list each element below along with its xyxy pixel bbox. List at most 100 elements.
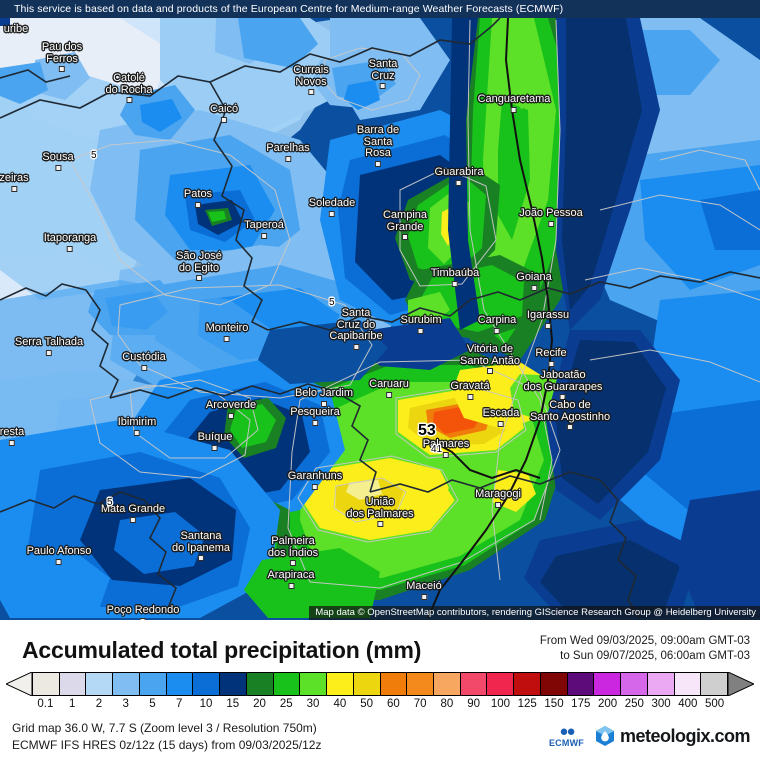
colorbar-overflow-arrow [728, 672, 754, 696]
city-marker-icon [418, 327, 424, 334]
valid-time-range: From Wed 09/03/2025, 09:00am GMT-03 to S… [540, 634, 750, 664]
city-name-text: Soledade [308, 197, 356, 209]
city-marker-icon [11, 185, 17, 192]
city-label: resta [0, 426, 25, 446]
city-marker-icon [194, 201, 201, 208]
city-label: Garanhuns [287, 470, 343, 490]
colorbar-band [220, 673, 247, 695]
city-label: Timbaúba [431, 267, 479, 287]
city-name-text: Pau dos [41, 41, 83, 53]
city-marker-icon [376, 521, 383, 527]
city-name-text: Maceió [406, 580, 442, 592]
city-name-text: Arapiraca [267, 569, 315, 581]
city-name-text: Santo Agostinho [529, 410, 611, 423]
city-label: uribe [4, 23, 28, 36]
city-marker-icon [352, 343, 359, 350]
colorbar-band [327, 673, 354, 695]
city-name-text: Santa [363, 135, 393, 148]
colorbar-tick: 70 [413, 698, 427, 710]
colorbar-tick: 10 [199, 698, 213, 710]
colorbar-band [701, 673, 728, 695]
city-label: Barra de Santa Rosa [357, 124, 399, 167]
city-label: Itaporanga [44, 232, 96, 252]
colorbar-tick: 400 [678, 698, 698, 710]
city-name-text: Maragogi [475, 488, 521, 500]
city-label: Caruaru [369, 378, 409, 398]
city-name-text: do Rocha [105, 83, 153, 96]
colorbar-band [487, 673, 515, 695]
city-name-text: Santo Antão [460, 354, 520, 367]
city-name-text: do Ipanema [171, 541, 231, 554]
contour-value-label: 5 [91, 150, 97, 161]
city-name-text: Buíque [197, 431, 233, 443]
city-name-text: Ibimirim [117, 416, 157, 428]
city-marker-icon [134, 429, 140, 436]
colorbar-band [674, 673, 702, 695]
city-marker-icon [290, 560, 296, 566]
city-marker-icon [54, 164, 61, 171]
meteologix-droplet-icon [595, 726, 614, 746]
city-label: Pau dos Ferros [41, 41, 83, 72]
city-marker-icon [547, 220, 554, 227]
city-label: São José do Egito [176, 250, 222, 281]
city-name-text: Catolé [113, 72, 145, 84]
colorbar-tick: 3 [122, 698, 129, 710]
colorbar-band [647, 673, 675, 695]
city-marker-icon [530, 284, 537, 291]
colorbar-band [33, 673, 60, 695]
city-label: Custódia [122, 351, 166, 371]
city-marker-icon [66, 245, 73, 252]
city-label: Catolé do Rocha [105, 72, 153, 103]
city-name-text: Escada [482, 407, 520, 419]
city-marker-icon [59, 66, 65, 72]
city-marker-icon [126, 97, 132, 103]
city-label: Santana do Ipanema [171, 530, 231, 561]
ecmwf-mark-icon: ●● [559, 722, 575, 740]
meteologix-logo[interactable]: meteologix.com [594, 725, 751, 747]
model-run-line: ECMWF IFS HRES 0z/12z (15 days) from 09/… [12, 738, 322, 752]
city-label: Caicó [209, 103, 239, 123]
precipitation-map[interactable]: This service is based on data and produc… [0, 0, 760, 620]
colorbar-tick: 80 [440, 698, 454, 710]
colorbar-band [594, 673, 622, 695]
city-name-text: Caicó [209, 103, 239, 115]
city-label: Jaboatão dos Guararapes [524, 369, 602, 400]
city-label: Soledade [308, 197, 356, 217]
colorbar[interactable] [6, 672, 754, 696]
city-name-text: Palmeira [271, 535, 315, 547]
ecmwf-disclaimer: This service is based on data and produc… [0, 0, 760, 18]
city-marker-icon [212, 444, 218, 451]
city-marker-icon [197, 555, 204, 561]
colorbar-band [567, 673, 595, 695]
city-label: Maragogi [475, 488, 521, 508]
city-name-text: Poço Redondo [106, 604, 180, 616]
city-label: Poço Redondo [106, 604, 180, 620]
colorbar-band [434, 673, 461, 695]
city-name-text: Paulo Afonso [26, 545, 92, 557]
branding: ●● ECMWF meteologix.com [549, 718, 751, 754]
city-name-text: Garanhuns [287, 470, 343, 482]
colorbar-tick: 30 [306, 698, 320, 710]
city-marker-icon [486, 368, 493, 374]
city-marker-icon [421, 593, 427, 600]
colorbar-tick-labels: 0.1 1 2 3 5 7 10 15 20 25 30 40 50 60 70 80 90 100 125 150 1… [6, 698, 754, 714]
contour-value-label: 5 [329, 297, 335, 308]
map-raster [0, 0, 760, 620]
city-name-text: Guarabira [434, 166, 484, 178]
colorbar-band [139, 673, 167, 695]
colorbar-band [193, 673, 221, 695]
city-marker-icon [129, 516, 136, 523]
city-name-text: resta [0, 426, 25, 438]
city-marker-icon [320, 400, 327, 407]
city-marker-icon [544, 322, 551, 329]
city-label: Arapiraca [267, 569, 315, 589]
colorbar-bands [32, 672, 728, 696]
city-label: Ibimirim [117, 416, 157, 436]
city-name-text: zeiras [0, 172, 29, 184]
city-label: Goiana [516, 271, 552, 291]
city-label: Currais Novos [293, 64, 329, 95]
city-marker-icon [329, 210, 335, 217]
city-label: Palmares [423, 438, 469, 458]
city-name-text: Jaboatão [540, 369, 586, 381]
city-marker-icon [548, 360, 554, 367]
